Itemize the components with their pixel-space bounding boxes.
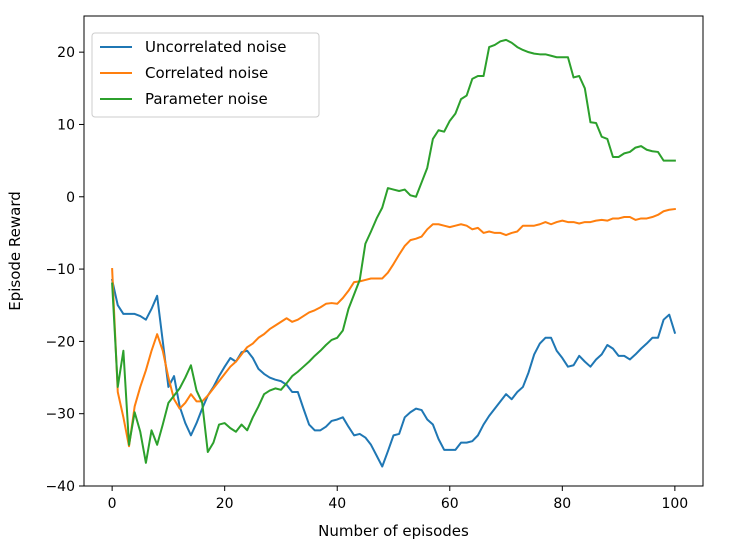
y-axis-label: Episode Reward: [6, 191, 24, 311]
x-axis-label: Number of episodes: [318, 522, 469, 540]
plot-frame: [83, 15, 704, 487]
x-axis: 0 20 40 60 80 100: [108, 486, 688, 512]
series-line-2: [111, 207, 676, 448]
y-tick-label: −20: [45, 334, 75, 350]
x-tick-label: 60: [441, 496, 459, 512]
x-tick-label: 0: [108, 496, 117, 512]
y-axis: −40 −30 −20 −10 0 10 20: [45, 45, 84, 495]
x-tick-label: 80: [553, 496, 571, 512]
y-tick-label: 20: [57, 45, 75, 61]
y-tick-label: −10: [45, 262, 75, 278]
series-line-3: [111, 38, 676, 464]
legend-label: Uncorrelated noise: [145, 38, 287, 56]
x-tick-label: 40: [328, 496, 346, 512]
y-tick-label: −40: [45, 479, 75, 495]
y-tick-label: 0: [66, 190, 75, 206]
legend-label: Parameter noise: [145, 90, 268, 108]
legend: Uncorrelated noise Correlated noise Parame…: [91, 32, 320, 118]
series-line-1: [110, 278, 677, 468]
y-tick-label: 10: [57, 117, 75, 133]
x-tick-label: 20: [216, 496, 234, 512]
x-tick-label: 100: [661, 496, 688, 512]
legend-label: Correlated noise: [145, 64, 268, 82]
legend-box: [91, 32, 320, 118]
y-tick-label: −30: [45, 407, 75, 423]
series-layer: [110, 38, 677, 468]
